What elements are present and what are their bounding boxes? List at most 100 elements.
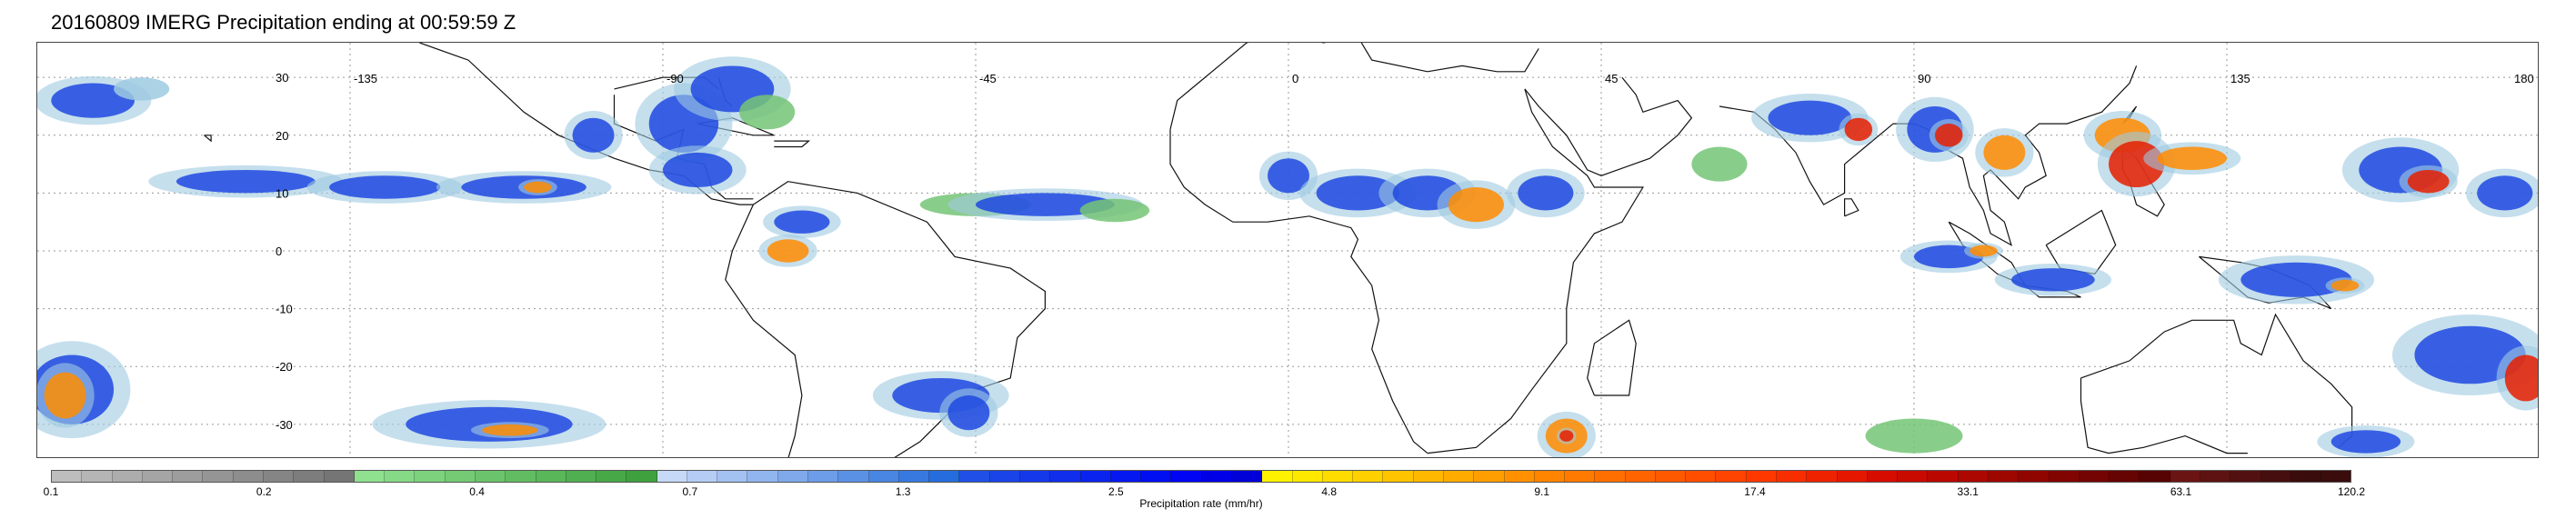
precip-cell: [524, 181, 552, 194]
coastline: [1427, 88, 1644, 454]
colorbar-segment: [2321, 471, 2351, 482]
colorbar-segment: [1262, 471, 1293, 482]
colorbar-segment: [808, 471, 839, 482]
colorbar-segment: [687, 471, 718, 482]
colorbar-segment: [506, 471, 536, 482]
precip-cell: [2330, 279, 2360, 292]
colorbar-segment: [203, 471, 234, 482]
coastline: [2080, 377, 2248, 454]
colorbar-label: 33.1: [1957, 485, 1979, 498]
colorbar-label: 1.3: [895, 485, 911, 498]
colorbar-label: 0.4: [469, 485, 485, 498]
map-title: 20160809 IMERG Precipitation ending at 0…: [51, 11, 516, 34]
colorbar-label: 17.4: [1744, 485, 1766, 498]
colorbar-segment: [747, 471, 778, 482]
colorbar-label: 2.5: [1108, 485, 1124, 498]
colorbar-segment: [1322, 471, 1354, 482]
graticule: [37, 43, 2538, 457]
colorbar-segment: [959, 471, 990, 482]
lat-tick-label: 30: [276, 71, 288, 85]
precip-cell: [1268, 158, 1309, 194]
colorbar-segment: [1171, 471, 1202, 482]
precipitation-field: [37, 56, 2538, 457]
colorbar-segment: [142, 471, 174, 482]
lon-tick-label: 180: [2514, 72, 2534, 85]
coastline: [774, 140, 811, 148]
colorbar-segment: [1565, 471, 1596, 482]
coastline: [1844, 198, 1859, 217]
colorbar-segment: [1746, 471, 1778, 482]
colorbar-segment: [2170, 471, 2200, 482]
colorbar-segment: [2260, 471, 2291, 482]
axis-tick-labels: -135 -90 -45 0 45 90 135 180 30 20 10 0 -10 -20 -30: [276, 71, 2534, 432]
precip-cell: [1768, 100, 1852, 135]
precip-cell: [2157, 146, 2227, 170]
lon-tick-label: -135: [354, 72, 377, 85]
precip-cell: [175, 169, 316, 194]
precip-cell: [1865, 418, 1963, 454]
coastline: [2080, 313, 2353, 448]
coastline: [1169, 43, 1248, 130]
precip-cell: [1970, 245, 1998, 257]
precip-cell: [947, 395, 990, 431]
lat-tick-label: -20: [276, 360, 293, 374]
colorbar-segment: [838, 471, 869, 482]
colorbar-segment: [1837, 471, 1868, 482]
colorbar-segment: [1534, 471, 1566, 482]
coastline: [1247, 43, 1539, 73]
coastline: [419, 43, 754, 205]
colorbar-segment: [445, 471, 476, 482]
colorbar-segment: [1201, 471, 1232, 482]
coastline: [1524, 76, 1693, 176]
precip-cell: [1934, 124, 1963, 147]
colorbar-segment: [1777, 471, 1808, 482]
colorbar-segment: [536, 471, 566, 482]
precip-cell: [51, 83, 135, 118]
precip-cell: [2240, 262, 2352, 297]
colorbar-segment: [1110, 471, 1142, 482]
colorbar-segment: [1413, 471, 1444, 482]
colorbar-segment: [1989, 471, 2020, 482]
lon-tick-label: 45: [1605, 72, 1618, 85]
precip-cell: [572, 117, 615, 153]
colorbar-segment: [1474, 471, 1505, 482]
precip-cell: [1316, 175, 1400, 211]
colorbar-segment: [2140, 471, 2170, 482]
colorbar-segment: [929, 471, 960, 482]
colorbar-segment: [1928, 471, 1959, 482]
lon-tick-label: 90: [1918, 72, 1930, 85]
precipitation-colorbar: [51, 470, 2351, 483]
colorbar-segment: [2230, 471, 2261, 482]
colorbar-segment: [1867, 471, 1899, 482]
precip-cell: [663, 152, 733, 188]
colorbar-label: 0.1: [43, 485, 59, 498]
precip-cell: [2407, 169, 2450, 194]
colorbar-label: 9.1: [1534, 485, 1550, 498]
colorbar-segment: [657, 471, 687, 482]
precipitation-map[interactable]: -135 -90 -45 0 45 90 135 180 30 20 10 0 -10 -20 -30: [36, 42, 2539, 458]
colorbar-segment: [1655, 471, 1687, 482]
colorbar-segment: [1141, 471, 1172, 482]
colorbar-segment: [1050, 471, 1081, 482]
colorbar-segment: [1504, 471, 1535, 482]
colorbar-segment: [2110, 471, 2140, 482]
colorbar-segment: [2079, 471, 2110, 482]
precip-cell: [482, 424, 538, 436]
colorbar-segment: [324, 471, 355, 482]
coastline: [725, 204, 803, 457]
colorbar-segment: [717, 471, 748, 482]
colorbar-segment: [112, 471, 143, 482]
colorbar-segment: [415, 471, 446, 482]
colorbar-segment: [173, 471, 204, 482]
precip-cell: [2504, 354, 2538, 402]
precip-cell: [114, 77, 170, 101]
coastline: [1913, 65, 2138, 246]
colorbar-title: Precipitation rate (mm/hr): [1139, 497, 1263, 510]
colorbar-label: 0.2: [256, 485, 272, 498]
colorbar-segment: [1807, 471, 1838, 482]
colorbar-segment: [2049, 471, 2080, 482]
precip-cell: [329, 175, 441, 199]
precip-cell: [767, 239, 809, 263]
colorbar-segment: [354, 471, 386, 482]
precip-cell: [774, 210, 830, 234]
